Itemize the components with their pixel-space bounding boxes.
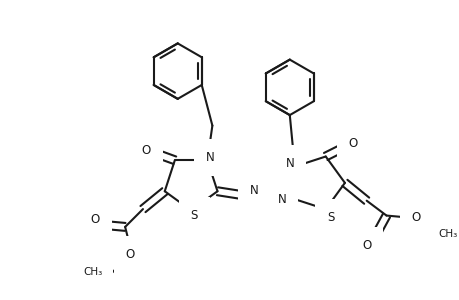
Text: CH₃: CH₃ xyxy=(437,230,456,239)
Text: S: S xyxy=(190,209,197,222)
Text: O: O xyxy=(411,211,420,224)
Text: O: O xyxy=(348,137,357,150)
Text: O: O xyxy=(90,214,100,226)
Text: S: S xyxy=(326,211,334,224)
Text: N: N xyxy=(206,151,214,164)
Text: O: O xyxy=(125,248,134,261)
Text: CH₃: CH₃ xyxy=(83,268,102,278)
Text: O: O xyxy=(141,144,151,157)
Text: N: N xyxy=(249,184,258,197)
Text: N: N xyxy=(277,193,285,206)
Text: N: N xyxy=(285,157,293,170)
Text: O: O xyxy=(361,239,370,252)
